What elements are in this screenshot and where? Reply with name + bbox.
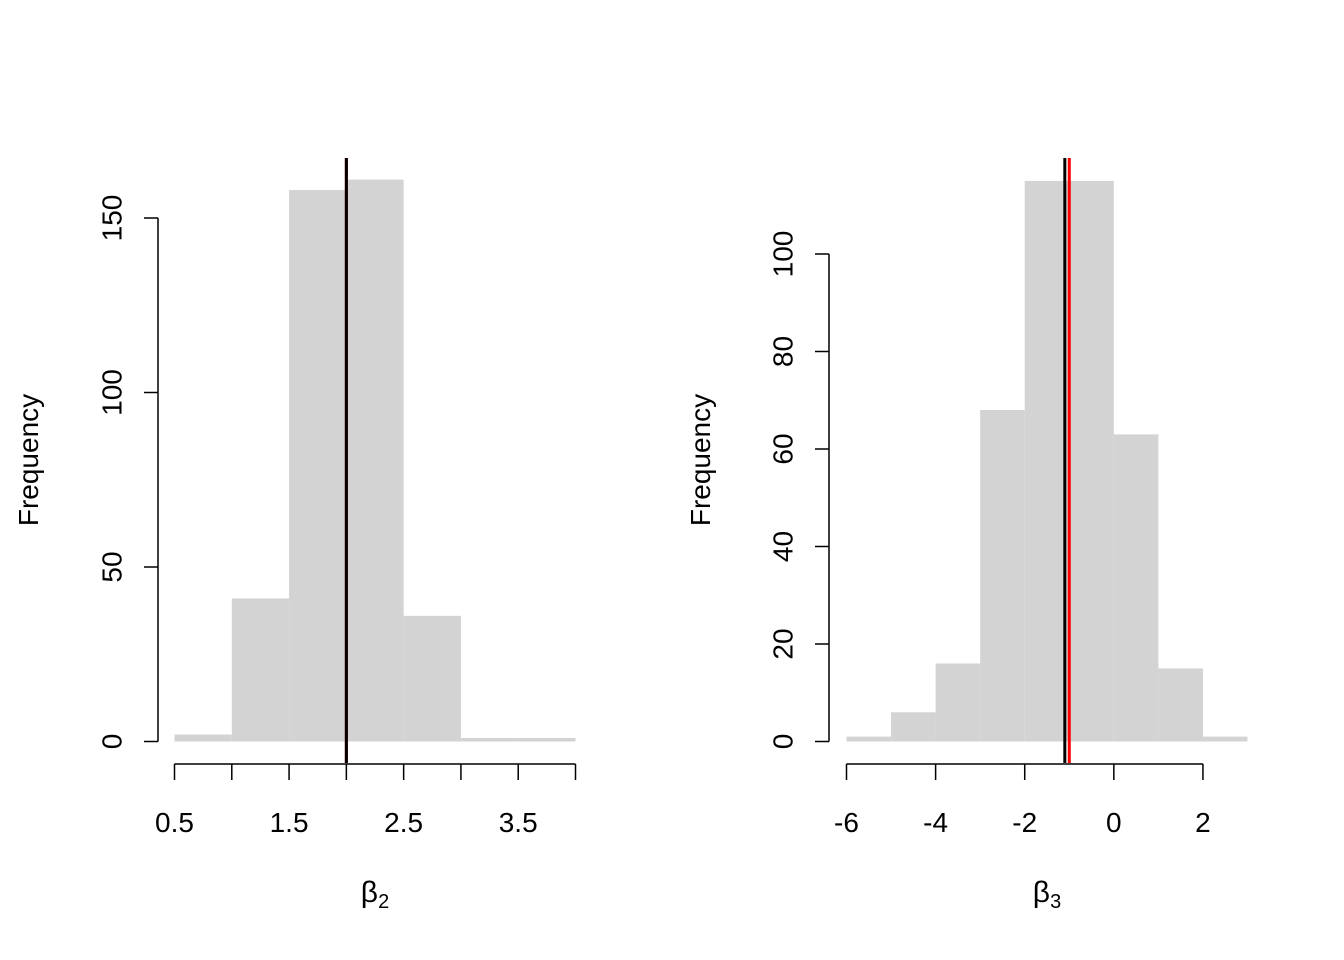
y-tick-label: 100 [767, 231, 798, 278]
y-tick-label: 0 [96, 734, 127, 750]
histogram-bar [1024, 180, 1070, 742]
histogram-bars [174, 179, 576, 742]
x-tick-label: -6 [834, 807, 859, 838]
y-axis-label: Frequency [13, 394, 44, 526]
histogram-bar [403, 615, 461, 742]
histogram-bar [1113, 434, 1159, 742]
beta2-histogram-panel: 0 50 100 150 0.5 1.5 2.5 3.5 β2 Frequency [13, 158, 577, 913]
y-axis: 0 20 40 60 80 100 [767, 231, 830, 750]
x-tick-label: 3.5 [499, 807, 538, 838]
x-tick-label: 0.5 [155, 807, 194, 838]
x-axis-label: β3 [1033, 876, 1061, 913]
histogram-bar [460, 738, 519, 742]
x-tick-label: 2.5 [384, 807, 423, 838]
histogram-bar [174, 734, 232, 742]
x-tick-label: -2 [1012, 807, 1037, 838]
histogram-bar [935, 663, 981, 742]
beta3-histogram-panel: 0 20 40 60 80 100 -6 -4 -2 0 2 β3 Frequency [685, 158, 1248, 913]
histogram-bar [346, 179, 404, 742]
histogram-bar [846, 736, 892, 742]
histogram-bar [231, 598, 290, 742]
y-tick-label: 0 [767, 734, 798, 750]
x-axis: -6 -4 -2 0 2 [834, 763, 1211, 838]
y-tick-label: 60 [767, 433, 798, 464]
x-tick-label: 1.5 [270, 807, 309, 838]
y-axis: 0 50 100 150 [96, 195, 159, 750]
x-tick-label: 2 [1195, 807, 1211, 838]
x-tick-label: -4 [923, 807, 948, 838]
histogram-bar [1202, 736, 1248, 742]
histogram-bars [846, 180, 1248, 742]
histogram-bar [1158, 668, 1203, 742]
histogram-bar [980, 410, 1025, 742]
histogram-bar [518, 738, 576, 742]
y-tick-label: 100 [96, 369, 127, 416]
y-tick-label: 40 [767, 531, 798, 562]
histogram-bar [1069, 180, 1114, 742]
x-axis: 0.5 1.5 2.5 3.5 [155, 763, 577, 838]
y-tick-label: 150 [96, 195, 127, 242]
y-tick-label: 20 [767, 628, 798, 659]
y-tick-label: 80 [767, 336, 798, 367]
x-axis-label: β2 [361, 876, 389, 913]
y-tick-label: 50 [96, 551, 127, 582]
x-tick-label: 0 [1106, 807, 1122, 838]
histogram-bar [289, 190, 347, 742]
y-axis-label: Frequency [685, 394, 716, 526]
histogram-bar [891, 712, 936, 742]
